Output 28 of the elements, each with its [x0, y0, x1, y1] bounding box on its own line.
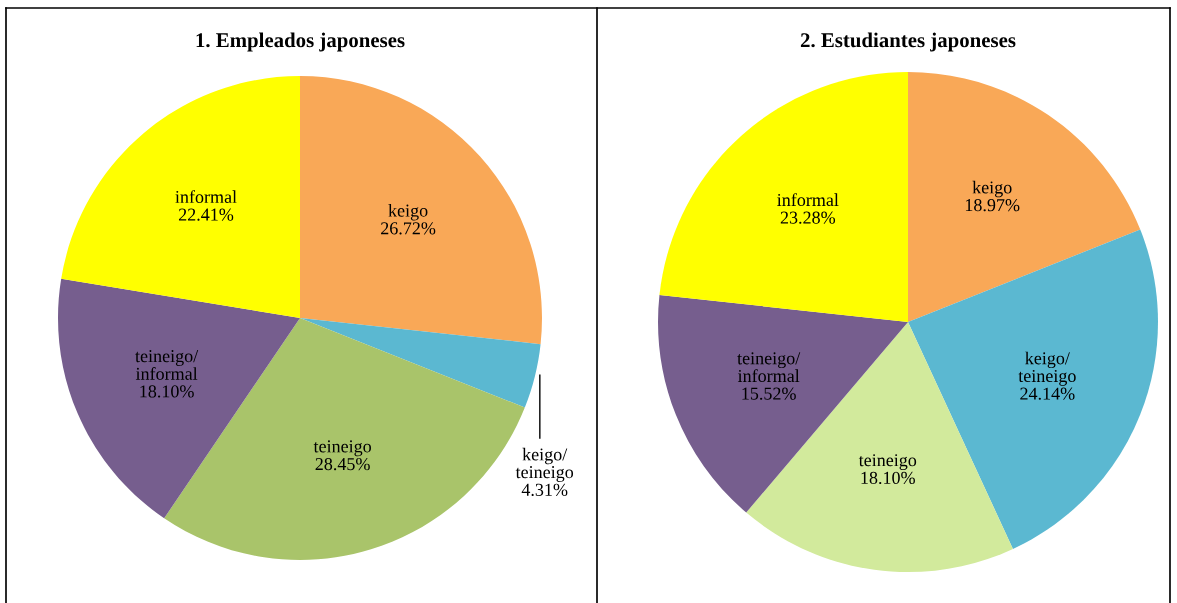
- pie-slice: [58, 278, 300, 519]
- data-label: 15.52%: [742, 387, 796, 400]
- pie-slice: [300, 318, 541, 408]
- data-label: 4.31%: [521, 483, 568, 496]
- slice-label: informal: [175, 190, 237, 204]
- slice-label: teineigo: [313, 440, 371, 457]
- data-label: 28.45%: [315, 457, 370, 471]
- slice-label: teineigo/ informal: [135, 350, 199, 380]
- chart-title: 1. Empleados japoneses: [196, 32, 405, 52]
- slice-label: keigo/ teineigo: [515, 447, 574, 482]
- pie-slice: [908, 72, 1141, 322]
- slice-label: informal: [777, 193, 839, 207]
- slice-label: keigo: [388, 204, 428, 221]
- slice-label: keigo: [972, 180, 1012, 198]
- data-label: 18.10%: [861, 471, 915, 485]
- data-label: 24.14%: [1020, 387, 1075, 400]
- data-label: 22.41%: [178, 208, 234, 221]
- slice-label: teineigo/ informal: [737, 352, 801, 383]
- data-label: 18.10%: [140, 385, 194, 398]
- pie-slice: [61, 76, 300, 318]
- data-label: 23.28%: [780, 211, 836, 224]
- data-label: 18.97%: [965, 199, 1020, 212]
- data-label: 26.72%: [381, 222, 436, 235]
- slice-label: keigo/ teineigo: [1018, 351, 1076, 386]
- chart-title: 2. Estudiantes japoneses: [800, 32, 1016, 52]
- pie-slice: [659, 72, 908, 322]
- slice-label: teineigo: [858, 454, 917, 470]
- pie-slice: [300, 76, 542, 345]
